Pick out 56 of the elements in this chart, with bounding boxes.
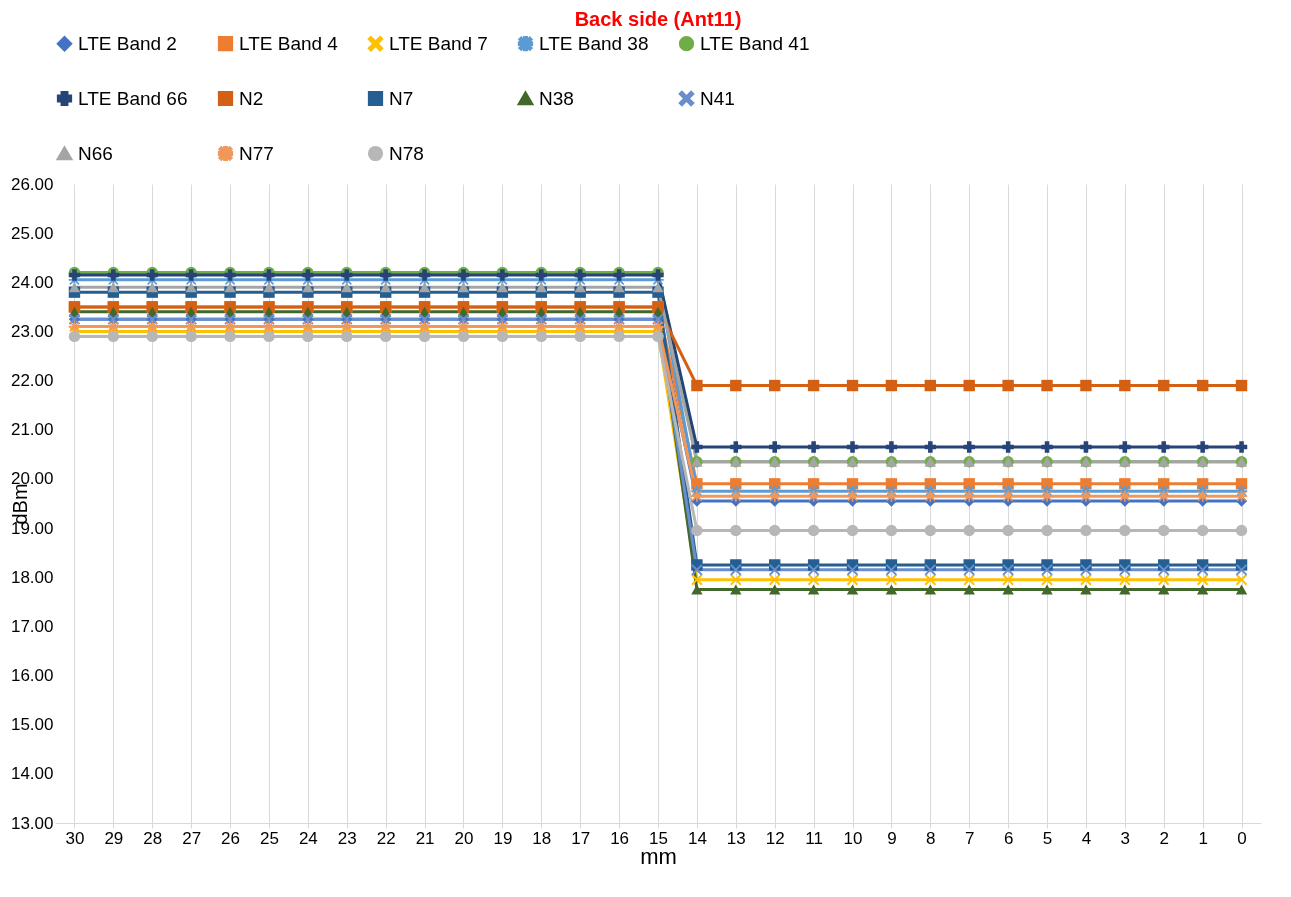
y-tick-label: 16.00: [10, 666, 54, 686]
x-tick-label: 12: [765, 828, 785, 848]
legend-label: N7: [389, 87, 414, 109]
x-tick-label: 26: [221, 828, 241, 848]
legend-label: LTE Band 7: [389, 32, 488, 54]
x-tick-label: 21: [415, 828, 435, 848]
y-tick-label: 22.00: [10, 371, 54, 391]
y-tick-label: 24.00: [10, 272, 54, 292]
x-tick-label: 20: [454, 828, 474, 848]
x-tick-label: 29: [104, 828, 124, 848]
legend-label: LTE Band 41: [700, 32, 810, 54]
x-tick-label: 17: [571, 828, 591, 848]
x-tick-label: 22: [376, 828, 396, 848]
x-tick-label: 27: [182, 828, 202, 848]
x-tick-label: 11: [805, 828, 823, 848]
x-tick-label: 7: [964, 828, 975, 848]
y-tick-label: 25.00: [10, 223, 54, 243]
x-tick-label: 2: [1159, 828, 1169, 848]
legend-label: N41: [700, 87, 735, 109]
legend-label: LTE Band 66: [78, 87, 188, 109]
y-tick-label: 23.00: [10, 321, 54, 341]
legend-label: N38: [539, 87, 574, 109]
x-tick-label: 1: [1198, 828, 1208, 848]
legend-label: LTE Band 2: [78, 32, 177, 54]
y-tick-label: 15.00: [10, 715, 54, 735]
y-tick-label: 13.00: [10, 813, 54, 833]
x-tick-label: 18: [532, 828, 552, 848]
x-tick-label: 9: [887, 828, 897, 848]
legend-label: N77: [239, 142, 274, 164]
x-tick-label: 13: [726, 828, 746, 848]
x-tick-label: 5: [1042, 828, 1053, 848]
x-tick-label: 30: [65, 828, 85, 848]
x-tick-label: 23: [337, 828, 357, 848]
y-tick-label: 21.00: [10, 420, 54, 440]
x-tick-label: 14: [687, 828, 707, 848]
x-tick-label: 0: [1237, 828, 1247, 848]
legend-label: N78: [389, 142, 424, 164]
x-tick-label: 16: [610, 828, 630, 848]
x-tick-label: 6: [1003, 828, 1014, 848]
x-tick-label: 3: [1120, 828, 1131, 848]
y-tick-label: 26.00: [10, 174, 54, 194]
x-tick-label: 4: [1081, 828, 1092, 848]
y-tick-label: 14.00: [10, 764, 54, 784]
legend-label: LTE Band 38: [539, 32, 649, 54]
x-tick-label: 25: [260, 828, 279, 848]
x-tick-label: 28: [143, 828, 163, 848]
legend-label: N66: [78, 142, 113, 164]
x-tick-label: 10: [843, 828, 863, 848]
y-tick-label: 18.00: [10, 567, 54, 587]
chart-title: Back side (Ant11): [574, 8, 742, 30]
x-tick-label: 19: [493, 828, 513, 848]
x-tick-label: 8: [926, 828, 936, 848]
legend-label: LTE Band 4: [239, 32, 339, 54]
x-tick-label: 24: [298, 828, 318, 848]
y-tick-label: 17.00: [10, 616, 54, 636]
legend-label: N2: [239, 87, 264, 109]
